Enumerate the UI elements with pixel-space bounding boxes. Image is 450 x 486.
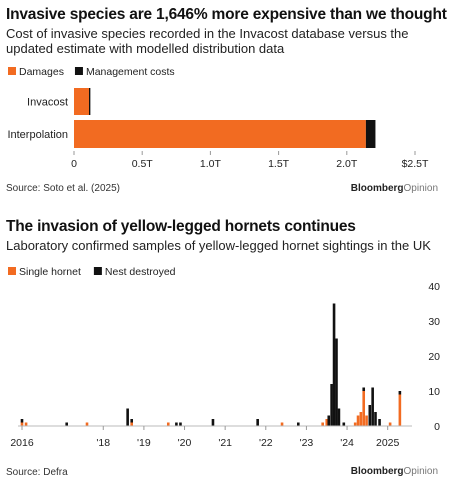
bar-nest-27	[368, 405, 372, 426]
bar-single-14	[321, 422, 324, 426]
bar-nest-20	[337, 408, 341, 426]
bar-single-1	[20, 422, 24, 426]
chart1-subtitle: Cost of invasive species recorded in the…	[6, 26, 409, 56]
x-tick-label-8: '24	[340, 437, 354, 449]
bar-nest-3	[65, 422, 68, 426]
bar-single-22	[353, 422, 357, 426]
bar-nest-11	[256, 419, 259, 426]
chart1-source: Source: Soto et al. (2025)	[6, 183, 120, 194]
x-tick-label-3: '19	[137, 437, 151, 449]
y-tick-label-4: 30	[428, 316, 440, 328]
y-tick-label-3: 20	[428, 351, 440, 363]
bar-nest-17	[330, 384, 333, 426]
bar-nest-32	[398, 391, 402, 395]
x-tick-label-5: '21	[218, 437, 232, 449]
chart2-svg: Single hornet Nest destroyed 0 10 20 30 40 2016…	[8, 266, 440, 449]
bar-single-26	[365, 415, 368, 426]
legend-swatch-2	[93, 267, 102, 275]
chart1-svg: Damages Management costs Invacost Interpola…	[7, 66, 429, 170]
chart2-title: The invasion of yellow-legged hornets co…	[6, 218, 356, 235]
x-tick-label-4: '20	[178, 437, 192, 449]
bar-single-4	[85, 422, 89, 426]
y-tick-label-5: 40	[428, 281, 440, 293]
brand-light: Opinion	[403, 466, 438, 477]
bar-single-12	[280, 422, 284, 426]
bar-single-31	[388, 422, 392, 426]
bar-nest-5	[126, 408, 129, 426]
bar-single-24	[359, 412, 363, 426]
legend-swatch-1	[8, 67, 16, 75]
y-tick-label-1: 0	[434, 421, 440, 433]
bar-nest-1	[20, 419, 24, 423]
legend-swatch-2	[74, 67, 83, 75]
bar-nest-18	[332, 303, 336, 426]
x-tick-label-4: 1.5T	[268, 158, 290, 170]
brand-bold: Bloomberg	[350, 183, 404, 194]
bar-nest-13	[296, 422, 300, 426]
x-tick-label-2: 0.5T	[132, 158, 154, 170]
bar-nest-8	[175, 422, 178, 426]
chart2-brand: BloombergOpinion	[351, 466, 438, 477]
x-tick-label-1: 0	[71, 158, 77, 170]
brand-bold: Bloomberg	[350, 466, 404, 477]
bar-nest-29	[374, 412, 377, 426]
bar-interpolation-damages	[74, 120, 366, 148]
bar-single-15	[325, 419, 329, 426]
brand-light: Opinion	[403, 183, 438, 194]
bar-invacost-management	[89, 88, 91, 115]
bar-single-7	[166, 422, 170, 426]
x-tick-label-1: 2016	[10, 437, 34, 449]
bar-nest-28	[371, 387, 374, 426]
legend-label-1: Single hornet	[19, 266, 81, 278]
bar-nest-30	[378, 419, 381, 426]
bar-single-25	[362, 391, 366, 426]
bar-nest-9	[179, 422, 182, 426]
x-tick-label-9: 2025	[376, 437, 400, 449]
bar-interpolation-management	[365, 120, 376, 148]
x-tick-label-2: '18	[96, 437, 110, 449]
bar-single-32	[398, 394, 402, 426]
x-tick-label-6: '22	[259, 437, 273, 449]
y-tick-label-2: 10	[428, 386, 440, 398]
bar-nest-16	[327, 415, 331, 426]
legend-label-2: Management costs	[86, 66, 175, 78]
bar-nest-21	[342, 422, 346, 426]
x-tick-label-6: $2.5T	[402, 158, 429, 170]
legend-swatch-1	[8, 267, 16, 275]
x-tick-label-5: 2.0T	[336, 158, 358, 170]
chart1-brand: BloombergOpinion	[351, 183, 438, 194]
chart2-subtitle: Laboratory confirmed samples of yellow-l…	[6, 238, 431, 253]
bar-single-6	[130, 422, 134, 426]
chart2-source: Source: Defra	[6, 467, 68, 478]
bar-single-23	[356, 415, 360, 426]
bar-nest-19	[335, 338, 338, 426]
category-label-2: Interpolation	[7, 129, 68, 141]
chart1-title: Invasive species are 1,646% more expensi…	[6, 6, 447, 23]
legend-label-2: Nest destroyed	[105, 266, 176, 278]
bar-single-2	[24, 422, 28, 426]
bar-nest-25	[362, 387, 366, 391]
bar-nest-10	[211, 419, 215, 426]
x-tick-label-7: '23	[300, 437, 314, 449]
category-label-1: Invacost	[27, 97, 68, 109]
bar-invacost-damages	[74, 88, 90, 115]
x-tick-label-3: 1.0T	[200, 158, 222, 170]
bar-nest-6	[130, 419, 134, 423]
legend-label-1: Damages	[19, 66, 64, 78]
